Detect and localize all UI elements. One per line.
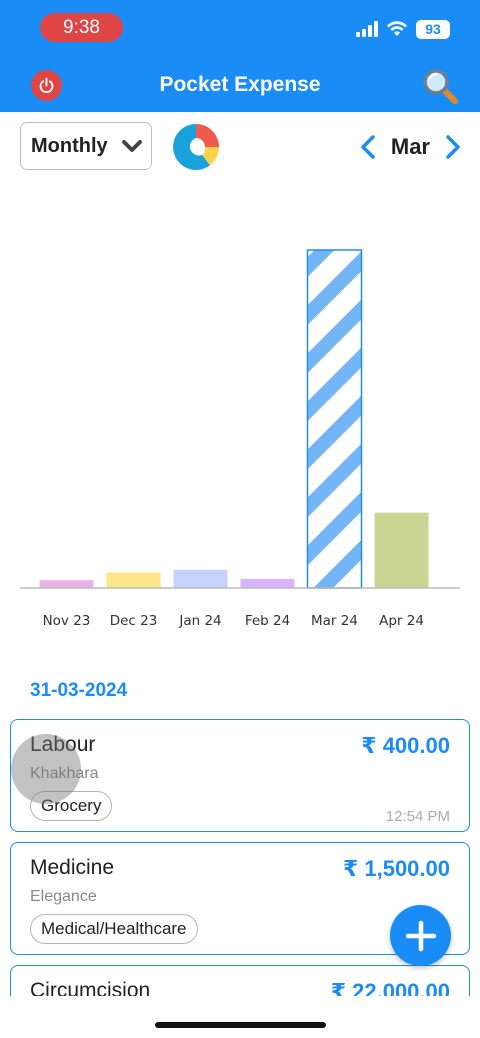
chevron-down-icon [122, 140, 142, 152]
month-navigator: Mar [357, 128, 464, 166]
x-tick-label: Dec 23 [110, 613, 158, 629]
current-month: Mar [390, 134, 430, 159]
page-title: Pocket Expense [159, 73, 321, 96]
period-select-value: Monthly [31, 134, 108, 157]
search-button[interactable] [420, 66, 460, 106]
status-time: 9:38 [40, 13, 123, 42]
status-icons: 93 [356, 18, 450, 40]
x-tick-label: Nov 23 [43, 613, 91, 629]
wifi-icon [387, 21, 407, 36]
app-header: 9:38 93 Pocket Expense [0, 0, 480, 112]
magnifier-icon [423, 69, 458, 104]
add-expense-button[interactable] [390, 905, 451, 966]
monthly-expense-bar-chart: Nov 23 Dec 23 Jan 24 Feb 24 Mar 24 Apr 24 [20, 249, 460, 629]
touch-indicator [11, 734, 81, 804]
bottom-safe-area [0, 996, 480, 1038]
transaction-note: Elegance [30, 888, 97, 905]
donut-chart-icon [173, 124, 220, 170]
plus-icon [405, 920, 436, 951]
date-group-header: 31-03-2024 [30, 680, 128, 701]
x-tick-label: Mar 24 [311, 613, 358, 629]
transaction-time: 12:54 PM [385, 808, 450, 825]
chevron-right-icon[interactable] [442, 133, 464, 161]
x-tick-label: Jan 24 [178, 613, 221, 629]
chevron-left-icon[interactable] [357, 133, 379, 161]
bar-apr-24[interactable] [374, 512, 429, 588]
category-tag: Grocery [30, 791, 113, 821]
bar-feb-24[interactable] [240, 578, 295, 588]
transaction-amount: ₹ 1,500.00 [342, 856, 450, 881]
pie-chart-toggle-button[interactable] [170, 121, 222, 173]
home-indicator[interactable] [155, 1022, 326, 1028]
battery-indicator: 93 [416, 19, 450, 39]
transaction-title: Labour [30, 733, 96, 756]
period-select[interactable]: Monthly [20, 122, 152, 170]
power-icon [39, 77, 54, 93]
bar-nov-23[interactable] [39, 580, 94, 588]
x-tick-label: Apr 24 [379, 613, 424, 629]
x-tick-label: Feb 24 [245, 613, 290, 629]
signal-icon [356, 21, 378, 37]
bar-mar-24[interactable] [306, 249, 363, 589]
transaction-amount: ₹ 400.00 [361, 733, 450, 758]
category-tag: Medical/Healthcare [30, 914, 198, 944]
power-button[interactable] [31, 70, 62, 101]
bar-jan-24[interactable] [173, 569, 228, 588]
transaction-title: Medicine [30, 856, 115, 879]
transaction-note: Khakhara [30, 765, 99, 782]
bar-dec-23[interactable] [106, 572, 161, 588]
transaction-card[interactable]: Labour ₹ 400.00 Khakhara Grocery 12:54 P… [10, 719, 470, 832]
